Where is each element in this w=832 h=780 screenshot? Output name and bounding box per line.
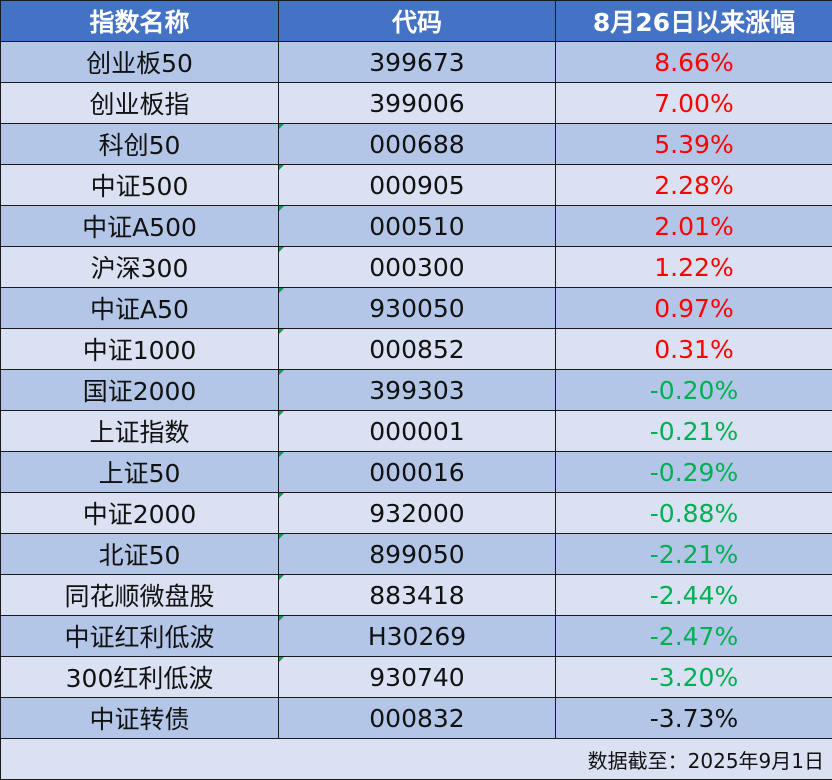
change-percent-cell: 8.66% (555, 41, 832, 83)
table-row: 创业板指 399006 7.00% (0, 82, 832, 124)
index-name-cell: 同花顺微盘股 (0, 574, 279, 616)
index-name-cell: 国证2000 (0, 369, 279, 411)
change-percent-cell: 2.01% (555, 205, 832, 247)
index-code-cell: 930740 (278, 656, 556, 698)
index-name-cell: 上证指数 (0, 410, 279, 452)
index-code-cell: 000300 (278, 246, 556, 288)
index-code-cell: 000016 (278, 451, 556, 493)
header-code: 代码 (278, 0, 556, 42)
table-row: 上证50 000016 -0.29% (0, 451, 832, 493)
change-percent-cell: -3.20% (555, 656, 832, 698)
index-code-cell: 930050 (278, 287, 556, 329)
change-percent-cell: -2.21% (555, 533, 832, 575)
change-percent-cell: -0.20% (555, 369, 832, 411)
header-change: 8月26日以来涨幅 (555, 0, 832, 42)
index-code-cell: 883418 (278, 574, 556, 616)
table-row: 科创50 000688 5.39% (0, 123, 832, 165)
table-body: 创业板50 399673 8.66% 创业板指 399006 7.00% 科创50 00068… (0, 41, 832, 739)
index-name-cell: 中证A50 (0, 287, 279, 329)
index-code-cell: 000832 (278, 697, 556, 739)
table-row: 沪深300 000300 1.22% (0, 246, 832, 288)
index-name-cell: 北证50 (0, 533, 279, 575)
index-name-cell: 沪深300 (0, 246, 279, 288)
index-code-cell: 000852 (278, 328, 556, 370)
header-row: 指数名称 代码 8月26日以来涨幅 (0, 0, 832, 42)
table-row: 北证50 899050 -2.21% (0, 533, 832, 575)
index-name-cell: 中证转债 (0, 697, 279, 739)
index-code-cell: 399006 (278, 82, 556, 124)
footer-row: 数据截至：2025年9月1日 (0, 738, 832, 780)
index-name-cell: 中证2000 (0, 492, 279, 534)
change-percent-cell: 2.28% (555, 164, 832, 206)
table-row: 中证红利低波 H30269 -2.47% (0, 615, 832, 657)
data-date-note: 数据截至：2025年9月1日 (0, 738, 832, 780)
index-code-cell: H30269 (278, 615, 556, 657)
table-row: 中证2000 932000 -0.88% (0, 492, 832, 534)
index-code-cell: 000905 (278, 164, 556, 206)
index-code-cell: 000001 (278, 410, 556, 452)
index-name-cell: 创业板50 (0, 41, 279, 83)
index-code-cell: 000510 (278, 205, 556, 247)
change-percent-cell: 0.97% (555, 287, 832, 329)
index-code-cell: 899050 (278, 533, 556, 575)
index-name-cell: 300红利低波 (0, 656, 279, 698)
table-row: 中证1000 000852 0.31% (0, 328, 832, 370)
index-name-cell: 科创50 (0, 123, 279, 165)
table-row: 上证指数 000001 -0.21% (0, 410, 832, 452)
change-percent-cell: 0.31% (555, 328, 832, 370)
table-row: 创业板50 399673 8.66% (0, 41, 832, 83)
change-percent-cell: 1.22% (555, 246, 832, 288)
header-index-name: 指数名称 (0, 0, 279, 42)
change-percent-cell: -2.47% (555, 615, 832, 657)
index-name-cell: 创业板指 (0, 82, 279, 124)
table-row: 同花顺微盘股 883418 -2.44% (0, 574, 832, 616)
change-percent-cell: -3.73% (555, 697, 832, 739)
index-name-cell: 上证50 (0, 451, 279, 493)
table-row: 国证2000 399303 -0.20% (0, 369, 832, 411)
index-code-cell: 399673 (278, 41, 556, 83)
index-name-cell: 中证1000 (0, 328, 279, 370)
change-percent-cell: -0.21% (555, 410, 832, 452)
change-percent-cell: -0.29% (555, 451, 832, 493)
change-percent-cell: 7.00% (555, 82, 832, 124)
change-percent-cell: -2.44% (555, 574, 832, 616)
index-name-cell: 中证A500 (0, 205, 279, 247)
table-row: 中证500 000905 2.28% (0, 164, 832, 206)
table-row: 中证转债 000832 -3.73% (0, 697, 832, 739)
table-row: 中证A50 930050 0.97% (0, 287, 832, 329)
table-row: 中证A500 000510 2.01% (0, 205, 832, 247)
index-name-cell: 中证红利低波 (0, 615, 279, 657)
index-name-cell: 中证500 (0, 164, 279, 206)
index-code-cell: 000688 (278, 123, 556, 165)
change-percent-cell: -0.88% (555, 492, 832, 534)
table-row: 300红利低波 930740 -3.20% (0, 656, 832, 698)
index-code-cell: 932000 (278, 492, 556, 534)
change-percent-cell: 5.39% (555, 123, 832, 165)
index-code-cell: 399303 (278, 369, 556, 411)
